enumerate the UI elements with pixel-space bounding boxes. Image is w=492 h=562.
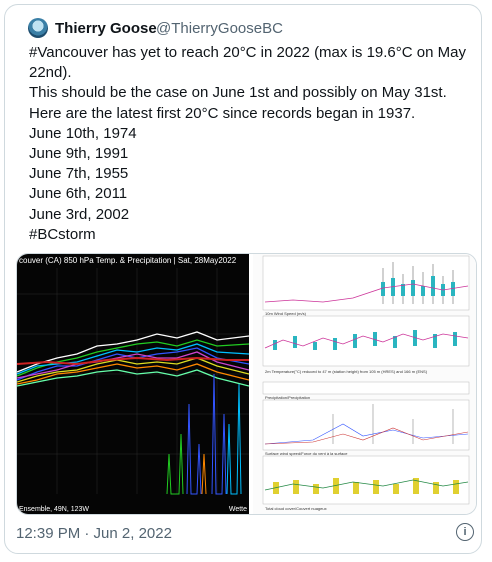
tweet-text: #Vancouver has yet to reach 20°C in 2022… — [29, 43, 469, 245]
tweet-line: 22nd). — [29, 64, 72, 82]
plot-footer-right: Wette — [228, 506, 247, 513]
meteogram-label: 2m Temperature(°C) reduced to 47 m (stat… — [265, 369, 428, 374]
tweet-line: June 7th, 1955 — [29, 165, 129, 183]
ensemble-plot-graphic — [17, 268, 249, 495]
plot-title: couver (CA) 850 hPa Temp. & Precipitatio… — [19, 256, 237, 265]
tweet-line: June 6th, 2011 — [29, 185, 128, 203]
tweet-line: #Vancouver has yet to reach 20°C in 2022… — [29, 44, 466, 61]
tweet-line: June 9th, 1991 — [29, 145, 129, 163]
tweet-line: June 3rd, 2002 — [29, 205, 130, 223]
tweet-line: Here are the latest first 20°C since rec… — [29, 104, 416, 122]
tweet-line: June 10th, 1974 — [29, 124, 137, 142]
meteogram-label: Surface wind speed/Force du vent à la su… — [265, 451, 348, 456]
plot-footer-left: Ensemble, 49N, 123W — [19, 506, 90, 513]
author-name[interactable]: Thierry Goose — [55, 20, 157, 37]
meteogram-image[interactable]: 10m Wind Speed (m/s) 2m Temperature(°C) … — [253, 254, 476, 514]
avatar[interactable] — [28, 18, 48, 38]
hashtag-link[interactable]: #BCstorm — [29, 225, 96, 243]
meteogram-label: 10m Wind Speed (m/s) — [265, 311, 306, 316]
tweet-line: This should be the case on June 1st and … — [29, 84, 447, 102]
author-handle[interactable]: @ThierryGooseBC — [156, 20, 283, 37]
meteogram-graphic — [262, 255, 470, 505]
tweet-timestamp[interactable]: 12:39 PM · Jun 2, 2022 — [16, 525, 172, 542]
forecast-plot-image[interactable]: couver (CA) 850 hPa Temp. & Precipitatio… — [17, 254, 249, 514]
meteogram-label: Total cloud cover/Couvert nuageux — [265, 506, 327, 511]
media-grid: couver (CA) 850 hPa Temp. & Precipitatio… — [16, 253, 477, 515]
meteogram-label: Precipitation/Precipitation — [265, 395, 311, 400]
info-icon[interactable]: i — [456, 523, 474, 541]
